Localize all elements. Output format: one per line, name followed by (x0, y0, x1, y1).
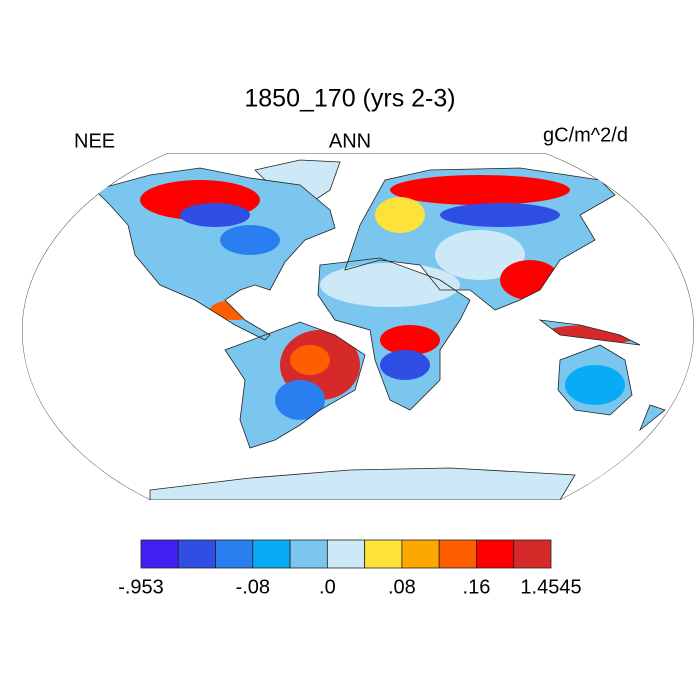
colorbar-label: -.08 (236, 576, 270, 598)
colorbar-box (476, 539, 515, 569)
antarctica (149, 467, 576, 500)
colorbar-box (438, 539, 477, 569)
map-area (22, 153, 694, 500)
colorbar-box (215, 539, 254, 569)
colorbar-label: -.953 (118, 576, 164, 598)
colorbar-label: 1.4545 (520, 576, 581, 598)
colorbar-box (326, 539, 366, 569)
variable-label: NEE (74, 130, 115, 152)
colorbar-label: .08 (388, 576, 416, 598)
colorbar-box (252, 539, 291, 569)
colorbar-box (364, 539, 403, 569)
colorbar-box (140, 539, 179, 569)
colorbar-box (289, 539, 328, 569)
colorbar-label: .0 (319, 576, 336, 598)
map-title: 1850_170 (yrs 2-3) (244, 85, 455, 113)
colorbar-box (177, 539, 216, 569)
units-label: gC/m^2/d (543, 124, 628, 146)
season-label: ANN (329, 130, 371, 152)
colorbar: -.953 -.08 .0 .08 .16 1.4545 (118, 539, 582, 598)
colorbar-box (401, 539, 440, 569)
colorbar-box (513, 539, 552, 569)
coastlines (94, 167, 666, 449)
colorbar-label: .16 (463, 576, 491, 598)
